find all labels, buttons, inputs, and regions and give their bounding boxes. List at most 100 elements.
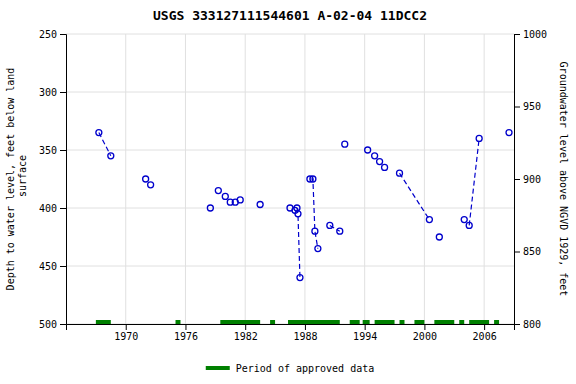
connecting-line xyxy=(310,179,318,249)
data-point xyxy=(108,153,114,159)
tick-mark xyxy=(245,324,246,330)
axis-line xyxy=(60,35,67,325)
data-point xyxy=(207,205,213,211)
tick-mark xyxy=(60,208,66,209)
period-bar xyxy=(434,320,454,324)
tick-mark xyxy=(126,324,127,330)
data-point xyxy=(215,188,221,194)
data-point xyxy=(377,159,383,165)
tick-mark xyxy=(514,324,520,325)
y-axis-title: Depth to water level, feet below land su… xyxy=(5,68,28,291)
data-point xyxy=(476,135,482,141)
data-point xyxy=(365,147,371,153)
tick-mark xyxy=(60,34,66,35)
tick-mark xyxy=(60,324,66,325)
y2-axis-title: Groundwater level above NGVD 1929, feet xyxy=(558,62,569,297)
y-axis-title-line: surface xyxy=(17,155,28,203)
tick: 1976 xyxy=(174,324,198,342)
tick-label: 850 xyxy=(523,246,541,257)
tick-label: 250 xyxy=(39,29,57,40)
legend: Period of approved data xyxy=(206,363,374,374)
grid-line xyxy=(66,208,514,209)
data-point xyxy=(237,197,243,203)
tick-label: 900 xyxy=(523,174,541,185)
tick-mark xyxy=(60,150,66,151)
data-point xyxy=(222,193,228,199)
legend-label: Period of approved data xyxy=(236,363,374,374)
grid-line xyxy=(185,34,186,324)
data-point xyxy=(506,130,512,136)
tick: 800 xyxy=(514,319,541,330)
period-bar xyxy=(220,320,260,324)
tick-mark xyxy=(365,324,366,330)
grid-line xyxy=(66,92,514,93)
period-bar xyxy=(176,320,181,324)
tick-label: 300 xyxy=(39,87,57,98)
tick: 950 xyxy=(514,101,541,112)
tick: 1994 xyxy=(353,324,377,342)
grid-line xyxy=(125,34,126,324)
tick-mark xyxy=(305,324,306,330)
tick-label: 400 xyxy=(39,203,57,214)
period-bar xyxy=(270,320,275,324)
tick: 400 xyxy=(39,203,66,214)
y2-axis: 800 850 900 950 1000 xyxy=(514,29,547,330)
tick-label: 2006 xyxy=(473,331,497,342)
tick: 250 xyxy=(39,29,66,40)
period-bar xyxy=(469,320,489,324)
tick-label: 800 xyxy=(523,319,541,330)
tick-label: 350 xyxy=(39,145,57,156)
tick: 2006 xyxy=(473,324,497,342)
grid-line xyxy=(304,34,305,324)
tick-label: 1976 xyxy=(174,331,198,342)
tick-mark xyxy=(60,266,66,267)
period-bar xyxy=(96,320,111,324)
tick: 350 xyxy=(39,145,66,156)
tick-label: 1982 xyxy=(234,331,258,342)
tick-label: 450 xyxy=(39,261,57,272)
data-point xyxy=(295,211,301,217)
grid xyxy=(66,34,514,324)
plot: 1970 1976 1982 1988 1994 2000 2006 250 300 350 400… xyxy=(39,29,547,342)
connecting-line xyxy=(297,208,300,278)
marks xyxy=(96,130,512,324)
period-bar xyxy=(494,320,499,324)
data-point xyxy=(337,228,343,234)
grid-line xyxy=(364,34,365,324)
period-bar xyxy=(375,320,395,324)
tick-label: 1970 xyxy=(114,331,138,342)
tick: 450 xyxy=(39,261,66,272)
data-point xyxy=(327,222,333,228)
tick-label: 950 xyxy=(523,101,541,112)
data-point xyxy=(342,141,348,147)
period-bar xyxy=(350,320,360,324)
period-bar xyxy=(363,320,370,324)
data-point xyxy=(461,217,467,223)
tick: 1970 xyxy=(114,324,138,342)
tick-label: 1000 xyxy=(523,29,547,40)
data-point xyxy=(310,176,316,182)
tick: 900 xyxy=(514,174,541,185)
data-point xyxy=(257,202,263,208)
tick-mark xyxy=(514,252,520,253)
tick-label: 2000 xyxy=(413,331,437,342)
connecting-line xyxy=(469,138,479,225)
tick: 2000 xyxy=(413,324,437,342)
data-point xyxy=(382,164,388,170)
data-point xyxy=(294,205,300,211)
grid-line xyxy=(484,34,485,324)
data-point xyxy=(312,228,318,234)
data-point xyxy=(315,246,321,252)
tick: 500 xyxy=(39,319,66,330)
approved-periods xyxy=(96,320,499,324)
tick-label: 1988 xyxy=(293,331,317,342)
tick: 850 xyxy=(514,246,541,257)
tick: 300 xyxy=(39,87,66,98)
tick-mark xyxy=(484,324,485,330)
y-axis: 250 300 350 400 450 500 xyxy=(39,29,67,330)
grid-line xyxy=(66,150,514,151)
points xyxy=(96,130,512,281)
tick-label: 500 xyxy=(39,319,57,330)
connecting-line xyxy=(400,173,430,219)
tick-mark xyxy=(424,324,425,330)
